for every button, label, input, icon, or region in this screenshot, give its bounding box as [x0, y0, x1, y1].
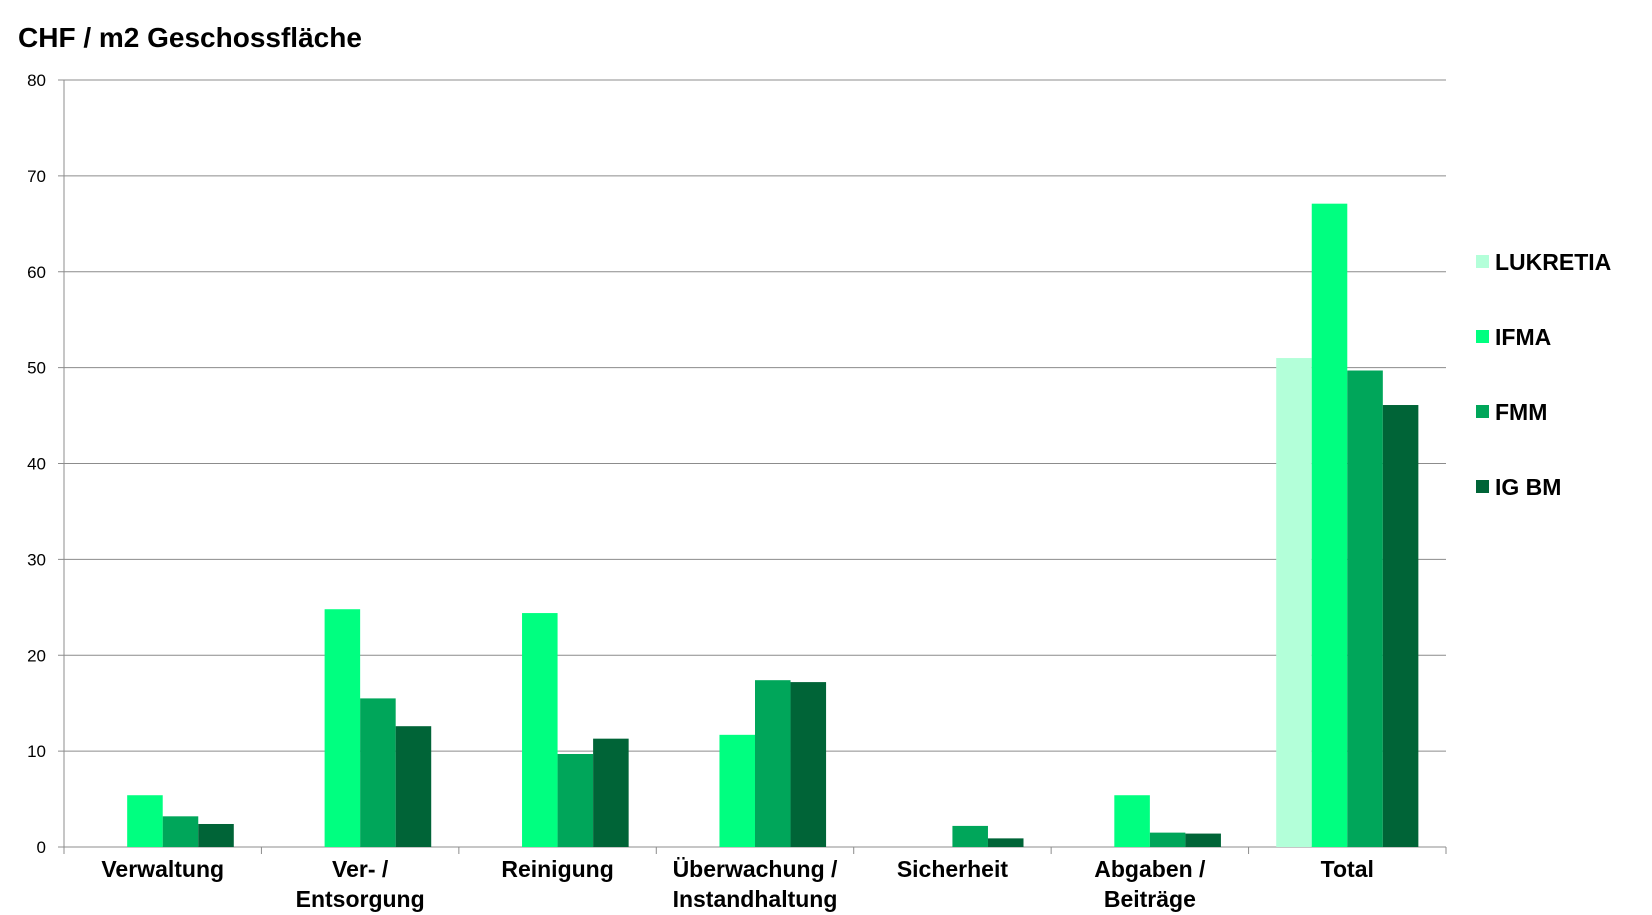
y-tick-label: 0: [37, 838, 46, 857]
bar: [1185, 833, 1221, 847]
y-axis-labels: 0 10 20 30 40 50 60 70 80: [27, 71, 46, 857]
bar: [1382, 405, 1419, 847]
y-tick-label: 80: [27, 71, 46, 90]
legend-swatch: [1476, 330, 1489, 343]
bar: [162, 816, 199, 847]
legend-item: FMM: [1476, 399, 1547, 425]
y-tick-label: 40: [27, 455, 46, 474]
bar: [395, 726, 432, 847]
legend-swatch: [1476, 255, 1489, 268]
bar: [1311, 203, 1348, 847]
x-tick-label: Reinigung: [501, 856, 613, 882]
x-tick-label: Instandhaltung: [673, 886, 838, 912]
bar: [1149, 832, 1186, 847]
x-tick-label: Sicherheit: [897, 856, 1009, 882]
x-tick-label: Beiträge: [1104, 886, 1196, 912]
x-tick-label: Überwachung /: [673, 856, 838, 882]
bar: [522, 613, 558, 847]
chart-title: CHF / m2 Geschossfläche: [18, 22, 362, 53]
x-tick-label: Verwaltung: [101, 856, 224, 882]
y-tick-label: 30: [27, 550, 46, 569]
y-tick-label: 60: [27, 263, 46, 282]
bar: [790, 682, 827, 847]
bar: [952, 825, 988, 847]
y-tick-label: 20: [27, 646, 46, 665]
bar: [557, 754, 594, 847]
y-tick-label: 10: [27, 742, 46, 761]
bars: [127, 203, 1419, 847]
bar: [127, 795, 163, 847]
legend-swatch: [1476, 405, 1489, 418]
y-tick-label: 50: [27, 359, 46, 378]
bar: [755, 680, 791, 847]
bar: [360, 698, 396, 847]
bar: [593, 738, 629, 847]
x-tick-label: Total: [1321, 856, 1374, 882]
legend: LUKRETIA IFMA FMM IG BM: [1476, 249, 1611, 500]
bar: [324, 609, 361, 847]
legend-label: IFMA: [1495, 324, 1551, 350]
legend-label: FMM: [1495, 399, 1547, 425]
x-tick-label: Ver- /: [332, 856, 389, 882]
legend-swatch: [1476, 480, 1489, 493]
legend-label: LUKRETIA: [1495, 249, 1611, 275]
legend-item: IG BM: [1476, 474, 1561, 500]
bar: [719, 734, 755, 847]
x-tick-label: Abgaben /: [1094, 856, 1206, 882]
bar: [987, 838, 1024, 847]
bar: [1276, 358, 1312, 847]
bar: [198, 823, 234, 847]
legend-item: IFMA: [1476, 324, 1551, 350]
legend-label: IG BM: [1495, 474, 1561, 500]
y-tick-label: 70: [27, 167, 46, 186]
gridlines: [64, 79, 1446, 752]
x-tick-label: Entsorgung: [296, 886, 425, 912]
x-axis-labels: Verwaltung Ver- / Entsorgung Reinigung Überw…: [101, 856, 1374, 912]
bar: [1114, 795, 1150, 847]
legend-item: LUKRETIA: [1476, 249, 1611, 275]
bar: [1347, 370, 1383, 847]
